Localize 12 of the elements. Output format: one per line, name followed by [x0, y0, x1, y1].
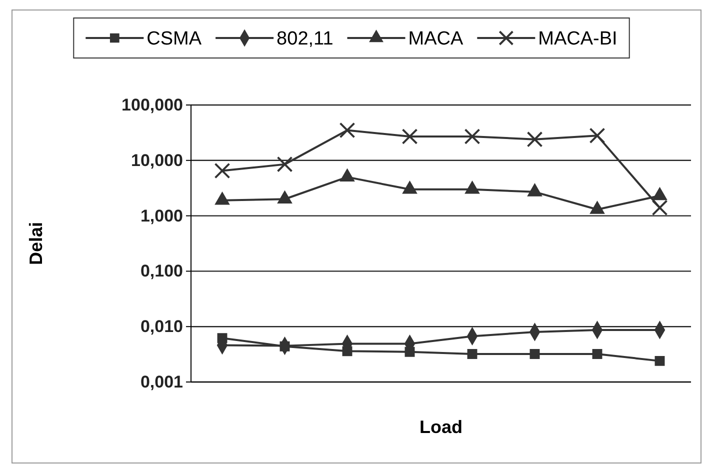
y-tick-label: 1,000 [140, 206, 183, 226]
legend-label: MACA-BI [538, 28, 618, 50]
legend-label: MACA [408, 28, 464, 50]
legend-label: 802,11 [276, 28, 334, 50]
y-axis-title: Delai [26, 222, 46, 266]
x-axis-title: Load [420, 417, 462, 437]
y-tick-label: 100,000 [122, 95, 183, 114]
y-tick-label: 0,010 [140, 317, 183, 336]
y-tick-label: 0,001 [140, 372, 183, 392]
y-tick-label: 10,000 [131, 150, 183, 170]
y-tick-label: 0,100 [140, 262, 183, 281]
legend-label: CSMA [146, 28, 202, 50]
